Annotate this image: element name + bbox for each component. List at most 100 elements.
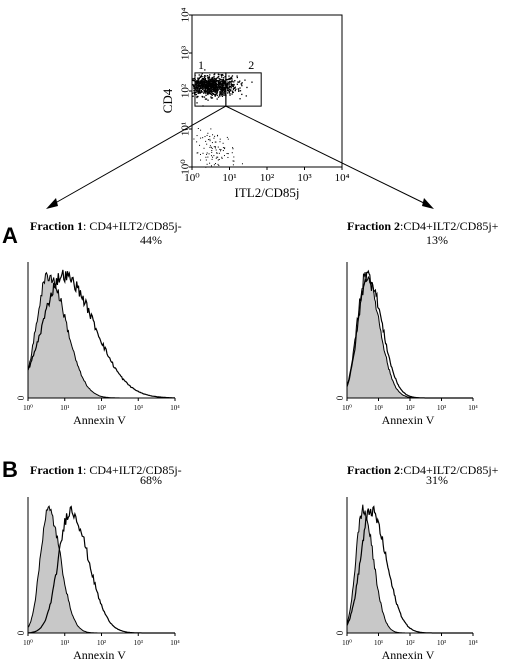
event-dot xyxy=(226,153,228,155)
event-dot xyxy=(209,138,211,140)
event-dot xyxy=(205,159,207,161)
event-dot xyxy=(224,147,226,149)
event-dot xyxy=(192,95,194,97)
event-dot xyxy=(219,93,222,95)
event-dot xyxy=(227,153,229,155)
event-dot xyxy=(196,80,199,83)
event-dot xyxy=(196,152,198,154)
event-dot xyxy=(198,80,200,82)
event-dot xyxy=(209,78,211,80)
event-dot xyxy=(193,86,195,88)
event-dot xyxy=(211,150,213,152)
event-dot xyxy=(208,153,210,155)
event-dot xyxy=(211,80,213,82)
event-dot xyxy=(220,80,222,83)
event-dot xyxy=(234,79,236,82)
event-dot xyxy=(233,81,235,83)
event-dot xyxy=(195,89,198,92)
percent-positive: 68% xyxy=(140,473,162,487)
event-dot xyxy=(206,91,209,93)
event-dot xyxy=(203,76,206,79)
stained-histogram xyxy=(28,505,175,634)
event-dot xyxy=(216,77,218,79)
event-dot xyxy=(198,78,200,80)
event-dot xyxy=(197,79,199,81)
event-dot xyxy=(213,155,215,157)
event-dot xyxy=(229,81,231,83)
event-dot xyxy=(221,156,223,158)
event-dot xyxy=(209,140,211,142)
event-dot xyxy=(228,77,230,80)
event-dot xyxy=(207,132,209,134)
event-dot xyxy=(197,91,199,93)
event-dot xyxy=(197,77,199,79)
event-dot xyxy=(202,152,204,154)
event-dot xyxy=(200,129,202,131)
event-dot xyxy=(193,85,195,87)
event-dot xyxy=(239,98,241,100)
event-dot xyxy=(206,80,208,82)
event-dot xyxy=(229,94,231,96)
event-dot xyxy=(193,138,195,140)
event-dot xyxy=(227,84,229,86)
event-dot xyxy=(199,76,201,79)
dot-plot-y-tick-label: 10³ xyxy=(180,45,192,60)
event-dot xyxy=(205,156,207,158)
event-dot xyxy=(222,83,224,85)
event-dot xyxy=(204,98,207,100)
event-dot xyxy=(218,85,220,87)
event-dot xyxy=(211,92,213,94)
event-dot xyxy=(222,79,224,81)
event-dot xyxy=(214,78,217,80)
event-dot xyxy=(217,76,219,78)
event-dot xyxy=(214,89,216,91)
event-dot xyxy=(215,85,218,87)
event-dot xyxy=(207,86,210,88)
event-dot xyxy=(228,87,231,89)
event-dot xyxy=(230,85,233,87)
event-dot xyxy=(200,82,202,84)
event-dot xyxy=(220,78,222,80)
event-dot xyxy=(209,146,211,148)
event-dot xyxy=(209,80,212,82)
event-dot xyxy=(219,138,221,140)
event-dot xyxy=(215,141,217,143)
event-dot xyxy=(209,81,211,83)
event-dot xyxy=(227,78,229,81)
event-dot xyxy=(209,85,212,87)
x-tick-label: 10² xyxy=(405,639,414,647)
event-dot xyxy=(226,136,228,138)
event-dot xyxy=(208,89,211,91)
event-dot xyxy=(198,83,200,86)
event-dot xyxy=(232,85,234,88)
event-dot xyxy=(223,89,225,91)
event-dot xyxy=(214,147,216,149)
event-dot xyxy=(205,87,208,89)
event-dot xyxy=(232,91,234,94)
event-dot xyxy=(210,87,213,89)
event-dot xyxy=(201,88,203,90)
x-tick-label: 10¹ xyxy=(60,639,69,647)
event-dot xyxy=(214,86,216,88)
event-dot xyxy=(199,82,201,85)
event-dot xyxy=(212,86,214,88)
event-dot xyxy=(218,82,221,85)
x-axis-label: Annexin V xyxy=(73,413,126,427)
event-dot xyxy=(222,150,224,152)
event-dot xyxy=(206,143,208,145)
event-dot xyxy=(205,85,208,87)
y-tick-label: 0 xyxy=(16,395,26,400)
event-dot xyxy=(216,156,218,158)
event-dot xyxy=(222,86,225,88)
event-dot xyxy=(192,78,194,80)
event-dot xyxy=(208,90,210,92)
event-dot xyxy=(215,86,218,89)
event-dot xyxy=(221,91,223,93)
event-dot xyxy=(228,85,231,88)
event-dot xyxy=(245,95,247,97)
stained-histogram xyxy=(27,269,175,399)
event-dot xyxy=(217,80,219,82)
event-dot xyxy=(207,78,209,80)
event-dot xyxy=(195,80,197,83)
stained-histogram xyxy=(346,269,473,399)
